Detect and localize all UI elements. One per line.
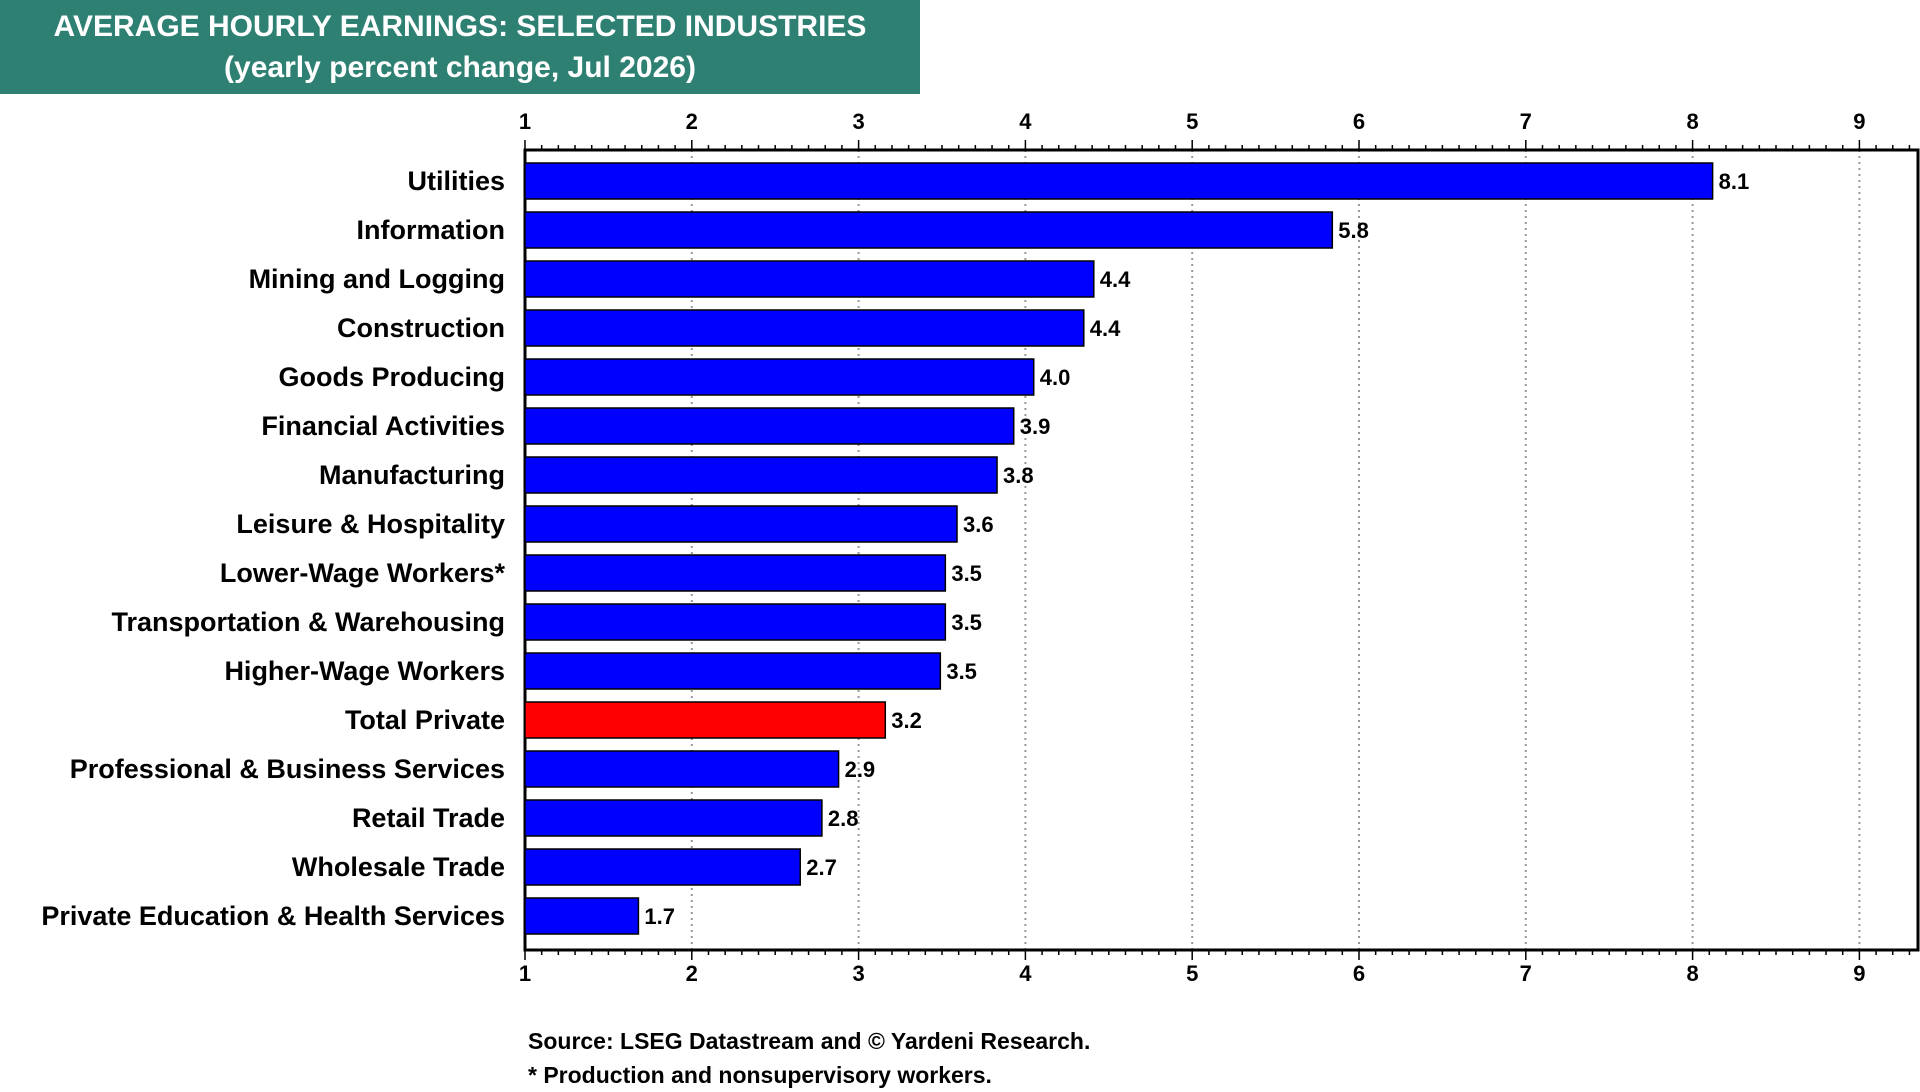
value-label: 2.8 <box>828 806 859 831</box>
bar-6 <box>524 456 998 494</box>
value-label: 2.9 <box>845 757 876 782</box>
top-axis-tick-label-6: 6 <box>1353 109 1365 134</box>
top-axis-tick-label-5: 5 <box>1186 109 1198 134</box>
bar-7 <box>524 505 958 543</box>
value-label: 3.5 <box>951 610 982 635</box>
bar-3 <box>524 309 1085 347</box>
category-label: Construction <box>337 313 505 343</box>
value-label: 3.5 <box>951 561 982 586</box>
category-label: Goods Producing <box>279 362 506 392</box>
bar-1 <box>524 211 1334 249</box>
category-label: Retail Trade <box>352 803 505 833</box>
category-label: Total Private <box>345 705 505 735</box>
bar-12 <box>524 750 840 788</box>
category-label: Transportation & Warehousing <box>111 607 505 637</box>
category-label: Mining and Logging <box>249 264 505 294</box>
category-label: Higher-Wage Workers <box>224 656 505 686</box>
top-axis-tick-label-1: 1 <box>519 109 531 134</box>
value-label: 1.7 <box>644 904 675 929</box>
category-label: Utilities <box>407 166 505 196</box>
value-label: 5.8 <box>1338 218 1369 243</box>
bar-13 <box>524 799 823 837</box>
bottom-axis-tick-label-3: 3 <box>852 961 864 986</box>
category-label: Manufacturing <box>319 460 505 490</box>
value-label: 2.7 <box>806 855 837 880</box>
bottom-axis-tick-label-5: 5 <box>1186 961 1198 986</box>
value-label: 3.8 <box>1003 463 1034 488</box>
value-label: 4.4 <box>1090 316 1121 341</box>
top-axis-tick-label-3: 3 <box>852 109 864 134</box>
category-label: Professional & Business Services <box>70 754 505 784</box>
bar-10 <box>524 652 942 690</box>
value-label: 3.9 <box>1020 414 1051 439</box>
value-label: 8.1 <box>1719 169 1750 194</box>
chart-notes: Source: LSEG Datastream and © Yardeni Re… <box>528 1024 1090 1092</box>
bar-2 <box>524 260 1095 298</box>
bar-0 <box>524 162 1714 200</box>
category-label: Leisure & Hospitality <box>236 509 505 539</box>
top-axis-tick-label-9: 9 <box>1853 109 1865 134</box>
bar-14 <box>524 848 801 886</box>
category-label: Wholesale Trade <box>292 852 505 882</box>
category-label: Financial Activities <box>261 411 505 441</box>
category-label: Information <box>357 215 506 245</box>
bottom-axis-tick-label-6: 6 <box>1353 961 1365 986</box>
bottom-axis-tick-label-4: 4 <box>1019 961 1032 986</box>
top-axis-tick-label-4: 4 <box>1019 109 1032 134</box>
bottom-axis-tick-label-2: 2 <box>686 961 698 986</box>
chart-title: AVERAGE HOURLY EARNINGS: SELECTED INDUST… <box>53 10 867 43</box>
chart-title-box: AVERAGE HOURLY EARNINGS: SELECTED INDUST… <box>0 0 920 94</box>
chart-subtitle: (yearly percent change, Jul 2026) <box>224 51 696 84</box>
category-label: Lower-Wage Workers* <box>220 558 506 588</box>
bar-highlight-11 <box>524 701 887 739</box>
bottom-axis-tick-label-9: 9 <box>1853 961 1865 986</box>
top-axis-tick-label-8: 8 <box>1686 109 1698 134</box>
value-label: 3.2 <box>891 708 922 733</box>
plot-frame <box>523 148 1920 952</box>
bar-5 <box>524 407 1015 445</box>
bottom-axis-tick-label-7: 7 <box>1520 961 1532 986</box>
bar-4 <box>524 358 1035 396</box>
bar-9 <box>524 603 947 641</box>
value-label: 4.0 <box>1040 365 1071 390</box>
bar-15 <box>524 897 640 935</box>
value-label: 4.4 <box>1100 267 1131 292</box>
bottom-axis-tick-label-1: 1 <box>519 961 531 986</box>
top-axis-tick-label-2: 2 <box>686 109 698 134</box>
value-label: 3.6 <box>963 512 994 537</box>
top-axis-tick-label-7: 7 <box>1520 109 1532 134</box>
value-label: 3.5 <box>946 659 977 684</box>
source-note: Source: LSEG Datastream and © Yardeni Re… <box>528 1028 1091 1054</box>
category-label: Private Education & Health Services <box>41 901 505 931</box>
bar-8 <box>524 554 947 592</box>
bottom-axis-tick-label-8: 8 <box>1686 961 1698 986</box>
footnote: * Production and nonsupervisory workers. <box>528 1062 992 1088</box>
